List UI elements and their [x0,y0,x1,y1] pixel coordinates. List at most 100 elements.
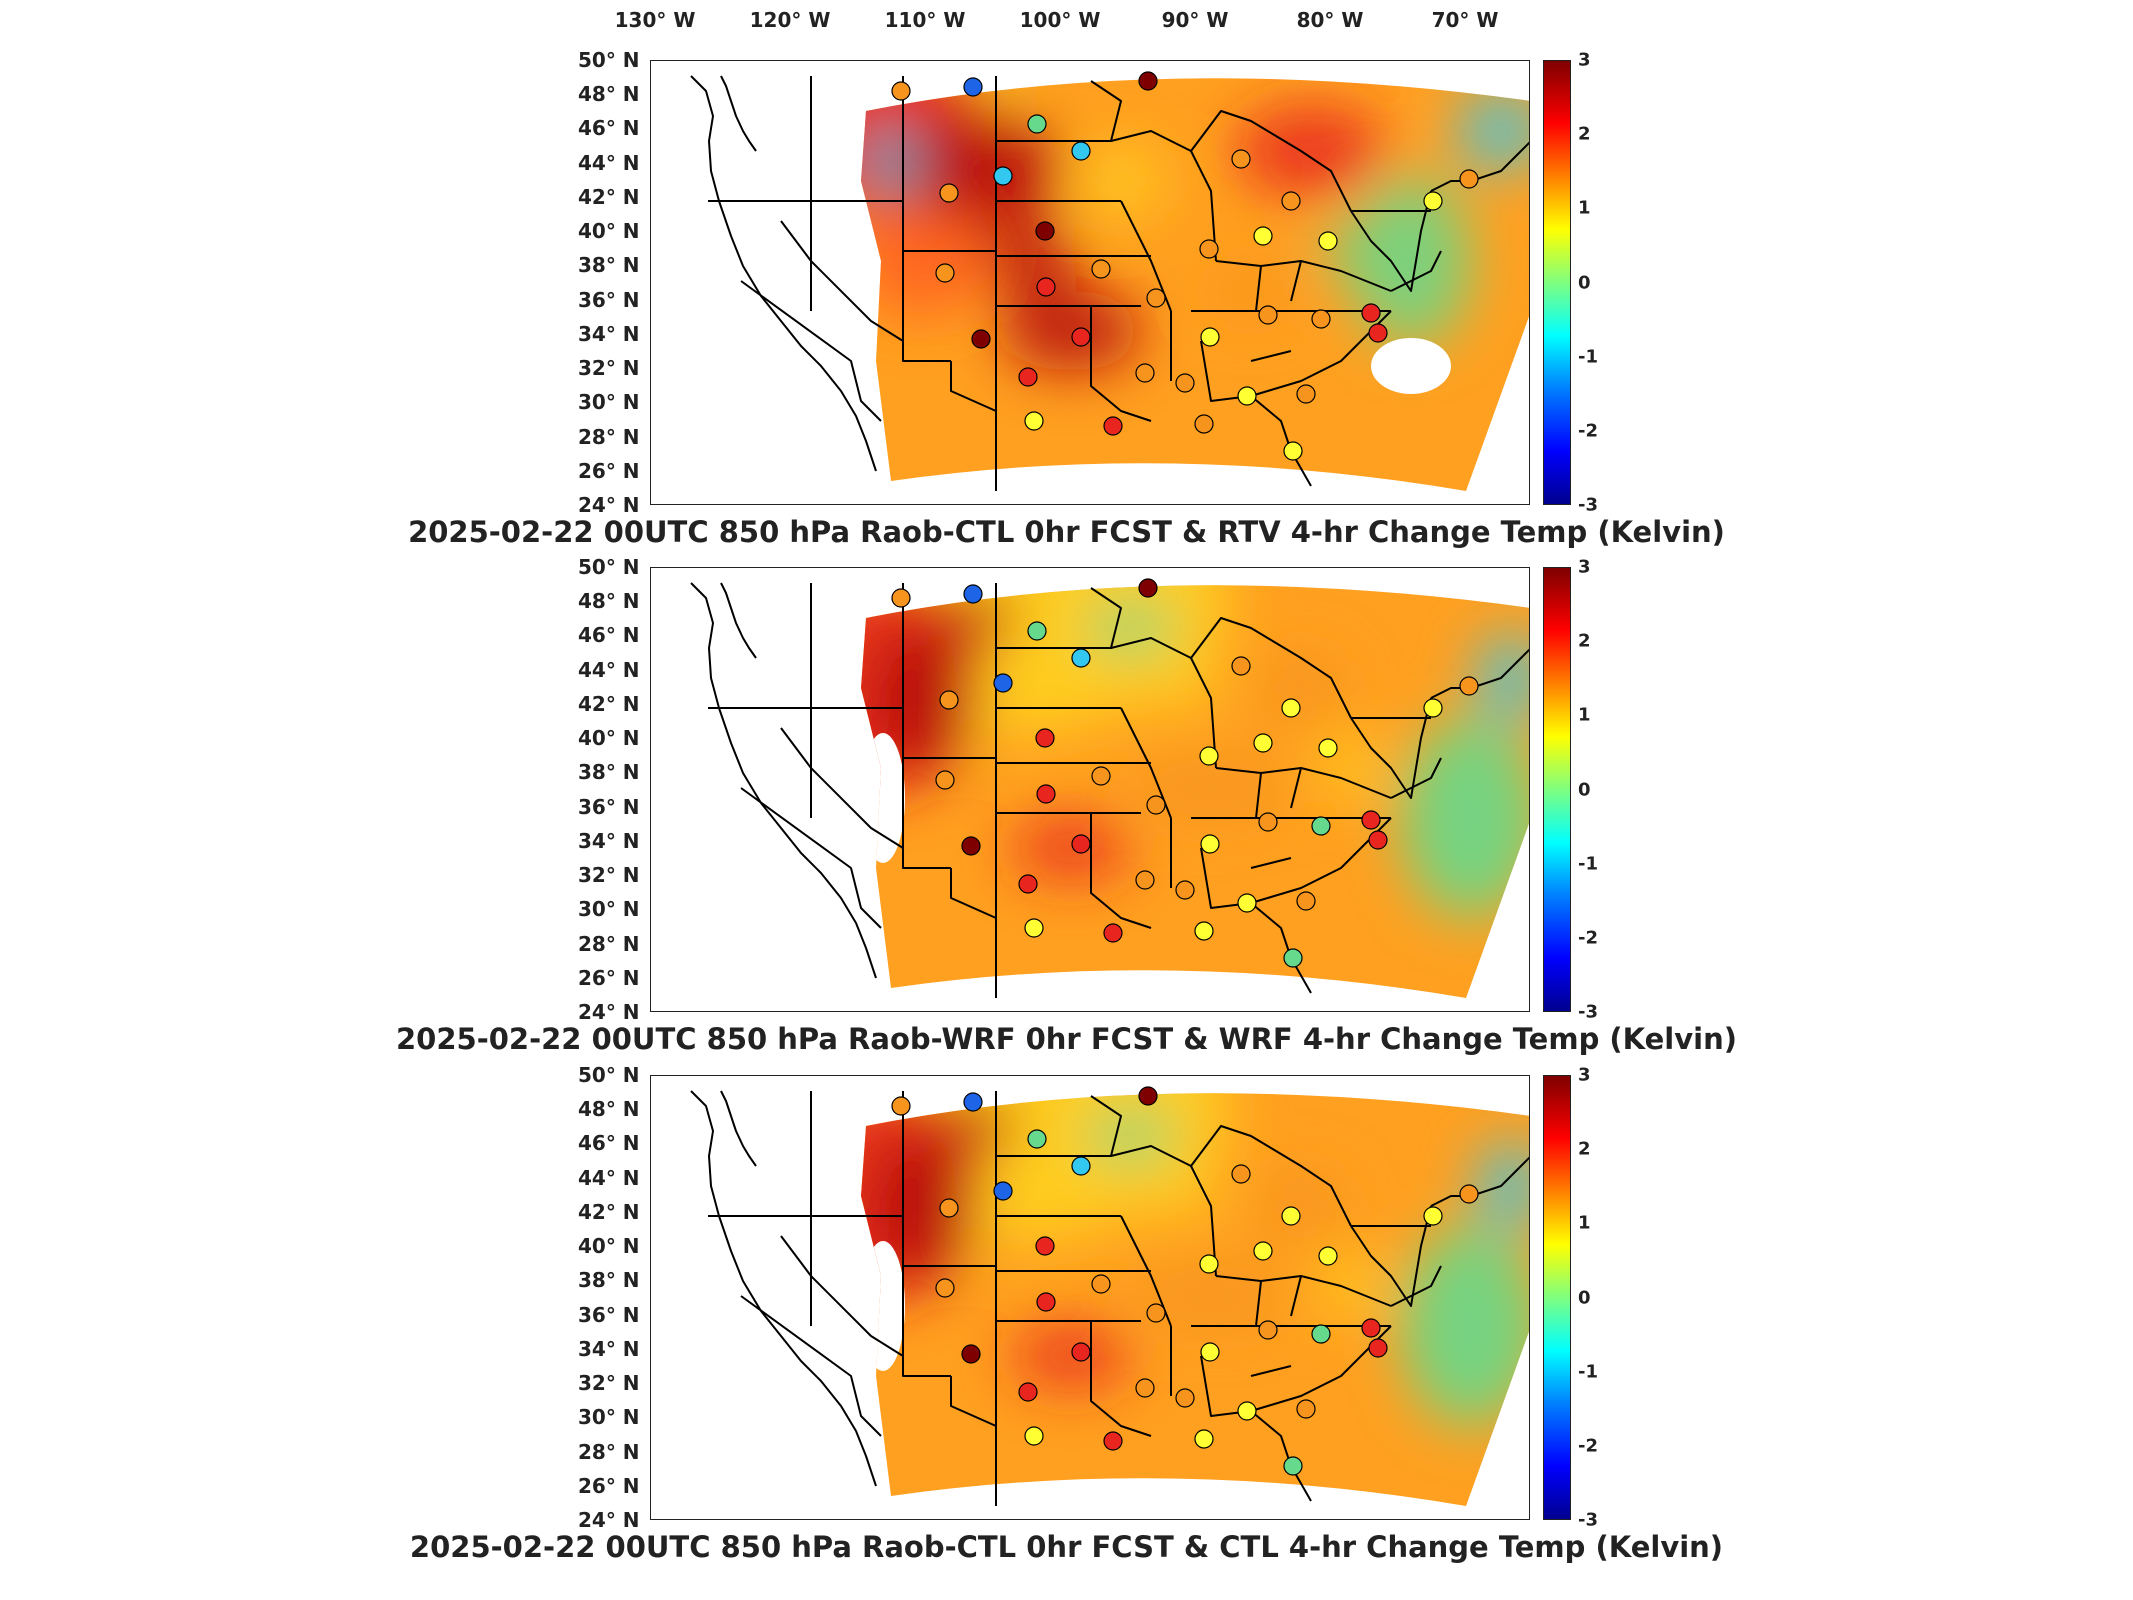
field-blob [1236,106,1386,196]
field-blob [1001,291,1141,371]
raob-station-marker [963,77,983,97]
raob-station-marker [1281,1206,1301,1226]
border-line [1250,902,1312,994]
lat-tick: 34° N [578,828,640,853]
raob-station-marker [1018,1382,1038,1402]
lat-tick: 36° N [578,287,640,312]
raob-station-marker [961,836,981,856]
border-line [740,787,882,929]
raob-station-marker [1071,141,1091,161]
raob-station-marker [1199,746,1219,766]
raob-station-marker [1146,1303,1166,1323]
raob-station-marker [1027,621,1047,641]
raob-station-marker [1253,226,1273,246]
field-blob [1206,261,1296,321]
lat-tick: 26° N [578,458,640,483]
lon-tick: 130° W [614,8,696,32]
field-blob [946,593,1016,643]
raob-station-marker [1296,1399,1316,1419]
raob-station-marker [1237,1401,1257,1421]
raob-stations [891,1086,1479,1476]
raob-station-marker [1258,305,1278,325]
colorbar-tick: -1 [1578,346,1598,368]
raob-station-marker [961,1344,981,1364]
raob-station-marker [1199,1254,1219,1274]
border-line [1090,813,1152,929]
map-panel-3: 50° N 48° N 46° N 44° N 42° N 40° N 38° N 36° N… [0,1063,2133,1590]
raob-station-marker [1175,373,1195,393]
border-line [902,758,951,869]
raob-station-marker [1368,1338,1388,1358]
raob-station-marker [891,81,911,101]
temperature-change-map [690,71,1529,491]
raob-station-marker [1253,1241,1273,1261]
no-data-region [1371,338,1451,394]
raob-station-marker [1024,411,1044,431]
lat-tick: 40° N [578,726,640,751]
border-line [1190,110,1352,212]
raob-station-marker [1253,733,1273,753]
temperature-change-map [690,1086,1529,1506]
colorbar-tick: -3 [1578,1001,1598,1023]
border-line [1190,1125,1352,1227]
raob-station-marker [1423,191,1443,211]
border-line [902,251,951,362]
raob-station-marker [1091,259,1111,279]
raob-station-marker [963,1092,983,1112]
raob-station-marker [1024,918,1044,938]
map-frame [650,60,1530,505]
raob-station-marker [1231,1164,1251,1184]
colorbar-tick: -1 [1578,853,1598,875]
raob-station-marker [1103,1431,1123,1451]
raob-station-marker [1296,384,1316,404]
raob-station-marker [1283,948,1303,968]
raob-station-marker [1258,812,1278,832]
raob-station-marker [1423,698,1443,718]
field-blob [1076,146,1166,216]
raob-station-marker [1071,1342,1091,1362]
field-blob [1011,1326,1131,1386]
colorbar-tick: -2 [1578,1435,1598,1457]
colorbar [1543,60,1571,505]
lat-tick: 44° N [578,150,640,175]
raob-station-marker [891,588,911,608]
raob-station-marker [1459,676,1479,696]
border-line [1350,190,1432,292]
raob-station-marker [1175,1388,1195,1408]
raob-station-marker [935,770,955,790]
field-blob [1351,176,1471,346]
raob-station-marker [939,1198,959,1218]
colorbar-tick: 2 [1578,630,1591,652]
border-line [1255,265,1262,312]
colorbar-tick: -2 [1578,927,1598,949]
raob-station-marker [1281,191,1301,211]
colorbar-tick: -3 [1578,494,1598,516]
raob-station-marker [1018,874,1038,894]
border-line [1200,1325,1392,1417]
lat-tick: 26° N [578,1473,640,1498]
raob-station-marker [1459,169,1479,189]
border-line [1250,395,1312,487]
raob-station-marker [1311,1324,1331,1344]
state-borders [690,75,1529,491]
raob-station-marker [1361,1318,1381,1338]
raob-station-marker [1237,386,1257,406]
panel-title: 2025-02-22 00UTC 850 hPa Raob-CTL 0hr FC… [409,1530,1724,1564]
border-line [690,582,877,979]
no-data-region [861,1241,905,1371]
border-line [740,1295,882,1437]
lat-tick: 26° N [578,965,640,990]
border-line [950,361,997,412]
raob-station-marker [971,329,991,349]
border-line [1290,260,1302,302]
raob-station-marker [1027,114,1047,134]
border-line [1200,817,1392,909]
raob-station-marker [1311,309,1331,329]
lat-tick: 30° N [578,897,640,922]
border-line [996,587,1122,649]
raob-station-marker [1199,239,1219,259]
raob-station-marker [1138,578,1158,598]
field-blob [1476,633,1529,723]
raob-station-marker [1035,1236,1055,1256]
lat-tick: 36° N [578,1302,640,1327]
